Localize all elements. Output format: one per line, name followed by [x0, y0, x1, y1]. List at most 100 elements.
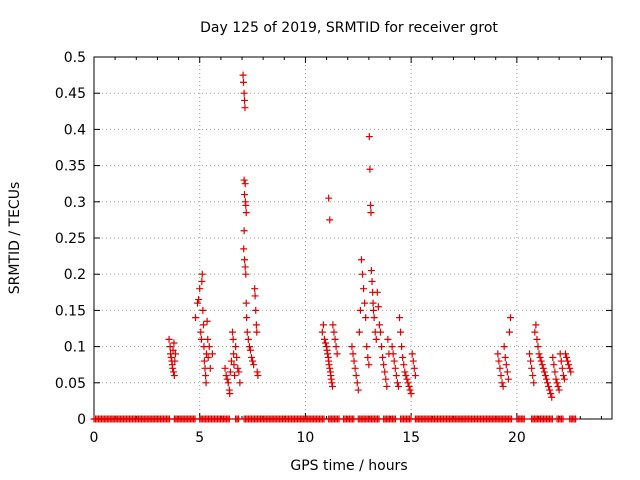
data-point: [198, 270, 206, 278]
data-point: [547, 390, 555, 398]
data-point: [325, 361, 333, 369]
data-point: [552, 375, 560, 383]
axes: 0 0.05 0.1 0.15 0.2 0.25 0.3 0.35 0.4 0.45 0.5 0 5 10…: [55, 50, 613, 446]
data-point: [411, 372, 419, 380]
data-point: [561, 350, 569, 358]
data-point: [380, 361, 388, 369]
data-point: [408, 350, 416, 358]
data-point: [249, 357, 257, 365]
y-tick-label: 0.2: [64, 267, 86, 283]
data-point: [242, 299, 250, 307]
y-tick-label: 0.05: [55, 376, 86, 392]
data-point: [167, 353, 175, 361]
data-point: [367, 201, 375, 209]
data-point: [325, 194, 333, 202]
data-point: [328, 382, 336, 390]
data-point: [240, 176, 248, 184]
data-point: [222, 372, 230, 380]
data-point: [248, 353, 256, 361]
data-point: [372, 335, 380, 343]
data-point: [240, 89, 248, 97]
data-point: [359, 270, 367, 278]
data-point: [235, 368, 243, 376]
data-point: [245, 343, 253, 351]
data-point: [242, 201, 250, 209]
data-point: [362, 314, 370, 322]
data-point: [329, 321, 337, 329]
data-point: [204, 353, 212, 361]
data-point: [539, 364, 547, 372]
data-point: [227, 357, 235, 365]
data-point: [494, 350, 502, 358]
data-point: [357, 256, 365, 264]
data-point: [204, 335, 212, 343]
data-point: [560, 375, 568, 383]
data-point: [224, 379, 232, 387]
data-point: [202, 350, 210, 358]
y-tick-label: 0.3: [64, 195, 86, 211]
data-point: [533, 335, 541, 343]
data-point: [233, 353, 241, 361]
data-point: [397, 328, 405, 336]
data-point: [241, 191, 249, 199]
data-point: [352, 372, 360, 380]
data-point: [205, 343, 213, 351]
data-point: [171, 350, 179, 358]
grid: [94, 57, 612, 419]
data-point: [221, 364, 229, 372]
data-point: [234, 364, 242, 372]
data-point: [197, 328, 205, 336]
data-point: [251, 292, 259, 300]
data-point: [323, 346, 331, 354]
data-point: [541, 372, 549, 380]
data-point: [202, 372, 210, 380]
data-point: [365, 133, 373, 141]
x-tick-label: 5: [195, 430, 204, 446]
data-point: [252, 321, 260, 329]
data-point: [169, 346, 177, 354]
x-tick-label: 0: [90, 430, 99, 446]
y-tick-label: 0.4: [64, 122, 86, 138]
data-point: [241, 180, 249, 188]
data-point: [501, 353, 509, 361]
data-point: [546, 386, 554, 394]
data-point: [228, 328, 236, 336]
data-point: [324, 350, 332, 358]
data-point: [554, 382, 562, 390]
data-point: [545, 382, 553, 390]
data-point: [326, 364, 334, 372]
data-point: [349, 350, 357, 358]
data-point: [240, 245, 248, 253]
data-point: [326, 216, 334, 224]
data-point: [390, 357, 398, 365]
data-point: [240, 227, 248, 235]
data-point: [231, 372, 239, 380]
data-point: [566, 364, 574, 372]
y-axis-label: SRMTID / TECUs: [7, 182, 23, 295]
y-tick-label: 0.25: [55, 231, 86, 247]
data-point: [243, 328, 251, 336]
data-point: [555, 386, 563, 394]
data-point: [165, 335, 173, 343]
data-point: [373, 288, 381, 296]
data-point: [406, 386, 414, 394]
data-point: [208, 350, 216, 358]
data-point: [496, 364, 504, 372]
data-point: [223, 375, 231, 383]
data-point: [229, 335, 237, 343]
data-point: [242, 270, 250, 278]
data-point: [353, 379, 361, 387]
data-point: [503, 368, 511, 376]
data-point: [230, 361, 238, 369]
data-point: [355, 328, 363, 336]
data-point: [398, 343, 406, 351]
data-point: [226, 390, 234, 398]
data-point: [527, 357, 535, 365]
data-point: [394, 382, 402, 390]
data-point: [366, 165, 374, 173]
data-point: [548, 393, 556, 401]
data-point: [384, 335, 392, 343]
data-point: [200, 357, 208, 365]
data-point: [407, 390, 415, 398]
